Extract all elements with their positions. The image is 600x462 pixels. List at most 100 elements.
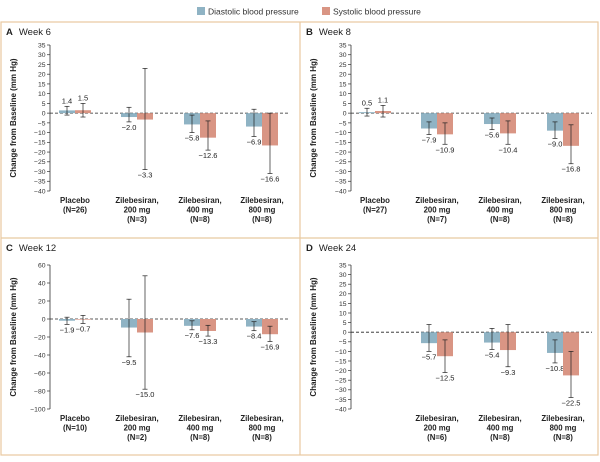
y-tick-label: 0 — [42, 316, 46, 323]
category-label-line: Zilebesiran, — [115, 196, 158, 205]
category-label-line: (N=8) — [553, 433, 573, 442]
value-label-diastolic: −7.9 — [422, 136, 437, 145]
y-tick-label: 25 — [339, 62, 347, 69]
y-axis-label: Change from Baseline (mm Hg) — [309, 58, 318, 177]
category-label-line: Zilebesiran, — [115, 414, 158, 423]
category-label-line: 200 mg — [124, 206, 151, 215]
category-label: Zilebesiran, 800 mg (N=8) — [240, 414, 283, 442]
value-label-systolic: −13.3 — [199, 337, 218, 346]
value-label-systolic: −16.8 — [562, 165, 581, 174]
category-label-line: Zilebesiran, — [178, 196, 221, 205]
y-tick-label: −40 — [34, 188, 46, 195]
category-label: Zilebesiran, 400 mg (N=8) — [478, 414, 521, 442]
category-label-line: Zilebesiran, — [240, 196, 283, 205]
category-label-line: 400 mg — [487, 424, 514, 433]
y-tick-label: 25 — [339, 282, 347, 289]
y-tick-label: −20 — [34, 149, 46, 156]
y-axis-label: Change from Baseline (mm Hg) — [9, 58, 18, 177]
category-label-line: 400 mg — [487, 206, 514, 215]
y-tick-label: 15 — [339, 301, 347, 308]
y-tick-label: −35 — [335, 179, 347, 186]
category-label-line: 200 mg — [424, 206, 451, 215]
value-label-diastolic: −10.8 — [546, 364, 565, 373]
category-label-line: (N=8) — [252, 433, 272, 442]
category-label-line: 800 mg — [249, 424, 276, 433]
category-label-line: Zilebesiran, — [478, 414, 521, 423]
y-tick-label: −15 — [34, 140, 46, 147]
y-tick-label: −30 — [335, 387, 347, 394]
panel-b: B Week 8 Change from Baseline (mm Hg) 35 30 2… — [306, 27, 592, 224]
panel-title: Week 12 — [19, 243, 56, 254]
y-tick-label: −100 — [30, 406, 46, 413]
legend-swatch-systolic — [322, 7, 330, 15]
value-label-systolic: 1.5 — [78, 93, 88, 102]
y-tick-label: 35 — [339, 42, 347, 49]
y-tick-label: −10 — [335, 349, 347, 356]
category-label-line: (N=26) — [63, 206, 87, 215]
category-label-line: (N=8) — [490, 215, 510, 224]
y-tick-label: 30 — [339, 52, 347, 59]
value-label-diastolic: −5.8 — [185, 134, 200, 143]
value-label-systolic: −15.0 — [136, 390, 155, 399]
value-label-diastolic: −5.6 — [485, 131, 500, 140]
category-label-line: Zilebesiran, — [240, 414, 283, 423]
y-tick-label: 5 — [343, 320, 347, 327]
y-tick-label: 0 — [42, 111, 46, 118]
y-tick-label: −10 — [34, 130, 46, 137]
value-label-diastolic: −8.4 — [247, 332, 262, 341]
category-label-line: (N=10) — [63, 424, 87, 433]
category-label-line: 400 mg — [187, 424, 214, 433]
category-label-line: 800 mg — [550, 206, 577, 215]
y-tick-label: −40 — [335, 406, 347, 413]
category-label-line: (N=7) — [427, 215, 447, 224]
y-axis-label: Change from Baseline (mm Hg) — [9, 277, 18, 396]
legend-label-diastolic: Diastolic blood pressure — [208, 7, 299, 17]
y-tick-label: −80 — [34, 388, 46, 395]
value-label-systolic: −0.7 — [76, 325, 91, 334]
y-tick-label: −20 — [335, 368, 347, 375]
figure-frame — [0, 21, 599, 456]
category-label-line: Zilebesiran, — [541, 414, 584, 423]
y-tick-label: 20 — [38, 298, 46, 305]
y-tick-label: −35 — [335, 397, 347, 404]
y-tick-label: −60 — [34, 370, 46, 377]
panel-header: C Week 12 — [6, 243, 56, 254]
panel-header: D Week 24 — [306, 243, 356, 254]
legend: Diastolic blood pressure Systolic blood … — [197, 7, 421, 17]
value-label-systolic: 1.1 — [378, 95, 388, 104]
y-tick-label: −20 — [335, 149, 347, 156]
y-tick-label: −20 — [34, 334, 46, 341]
category-label: Zilebesiran, 800 mg (N=8) — [541, 414, 584, 442]
category-label-line: 200 mg — [424, 424, 451, 433]
value-label-systolic: −3.3 — [138, 171, 153, 180]
panel-title: Week 8 — [319, 27, 351, 38]
panel-a: A Week 6 Change from Baseline (mm Hg) 35 30 2… — [6, 27, 290, 224]
bar-diastolic — [421, 113, 437, 129]
y-tick-label: 30 — [38, 52, 46, 59]
bars: 1.4 1.5 −2.0 −3.3 −5.8 −12.6 −6.9 −16.6 — [59, 68, 279, 183]
value-label-diastolic: −5.7 — [422, 352, 437, 361]
y-tick-label: 15 — [339, 81, 347, 88]
category-label-line: (N=2) — [127, 433, 147, 442]
y-tick-label: −30 — [34, 169, 46, 176]
panel-header: A Week 6 — [6, 27, 51, 38]
y-tick-label: −40 — [34, 352, 46, 359]
y-tick-label: 20 — [339, 291, 347, 298]
y-tick-label: 35 — [38, 42, 46, 49]
value-label-systolic: −10.4 — [499, 145, 518, 154]
value-label-systolic: −16.9 — [261, 343, 280, 352]
y-tick-label: 20 — [339, 72, 347, 79]
value-label-systolic: −12.6 — [199, 151, 218, 160]
y-tick-label: 25 — [38, 62, 46, 69]
category-label: Zilebesiran, 400 mg (N=8) — [178, 414, 221, 442]
category-label-line: (N=8) — [553, 215, 573, 224]
category-label-line: (N=8) — [252, 215, 272, 224]
category-label-line: (N=8) — [190, 433, 210, 442]
panel-letter: D — [306, 243, 313, 254]
category-label-line: Zilebesiran, — [415, 196, 458, 205]
y-tick-label: 5 — [42, 101, 46, 108]
legend-swatch-diastolic — [197, 7, 205, 15]
value-label-diastolic: −5.4 — [485, 350, 500, 359]
